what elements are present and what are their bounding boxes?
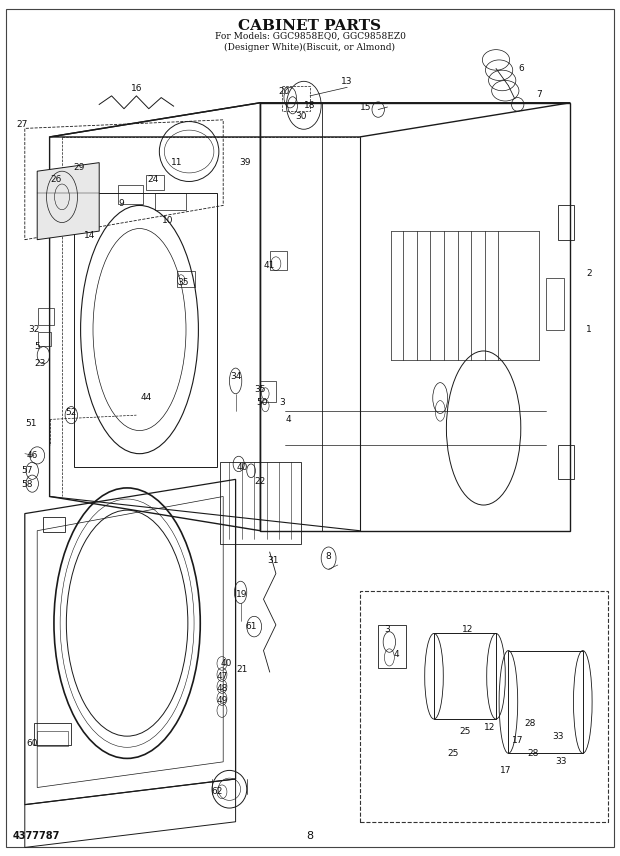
Text: For Models: GGC9858EQ0, GGC9858EZ0: For Models: GGC9858EQ0, GGC9858EZ0: [215, 32, 405, 41]
Text: 28: 28: [525, 719, 536, 728]
Text: 30: 30: [295, 112, 306, 121]
Text: 12: 12: [484, 723, 495, 732]
Text: 9: 9: [118, 199, 124, 208]
Text: 40: 40: [236, 463, 247, 472]
Bar: [146, 175, 164, 190]
Bar: [260, 381, 276, 402]
Text: 6: 6: [518, 64, 524, 73]
Text: 58: 58: [21, 480, 32, 489]
Text: 4377787: 4377787: [12, 830, 60, 841]
Text: 8: 8: [326, 552, 332, 561]
Bar: [378, 625, 406, 668]
Bar: [558, 205, 574, 240]
Text: 44: 44: [140, 393, 151, 401]
Text: 40: 40: [221, 659, 232, 668]
Text: 11: 11: [171, 158, 182, 167]
Text: 52: 52: [66, 408, 77, 417]
Text: 50: 50: [257, 398, 268, 407]
Bar: [38, 332, 51, 346]
Text: 25: 25: [459, 728, 471, 736]
Text: 26: 26: [50, 175, 61, 184]
Text: 22: 22: [255, 478, 266, 486]
Text: 33: 33: [552, 732, 564, 740]
Text: 25: 25: [447, 749, 458, 758]
Bar: [118, 185, 143, 204]
Text: 18: 18: [304, 101, 316, 110]
Text: 35: 35: [255, 385, 266, 394]
Text: 61: 61: [246, 622, 257, 631]
Text: 3: 3: [279, 398, 285, 407]
Text: 4: 4: [394, 651, 400, 659]
Text: 1: 1: [586, 325, 592, 334]
Text: 35: 35: [177, 278, 188, 287]
Text: 8: 8: [306, 830, 314, 841]
Text: 12: 12: [463, 625, 474, 633]
Text: 20: 20: [278, 87, 290, 96]
Text: 57: 57: [21, 467, 32, 475]
Bar: [43, 517, 65, 532]
Text: 46: 46: [27, 451, 38, 460]
Text: 23: 23: [35, 360, 46, 368]
Bar: [360, 591, 608, 822]
Bar: [74, 193, 217, 467]
Text: 7: 7: [536, 90, 542, 98]
Text: CABINET PARTS: CABINET PARTS: [239, 19, 381, 33]
Text: 17: 17: [500, 766, 511, 775]
Text: 13: 13: [342, 77, 353, 86]
Text: 3: 3: [384, 625, 391, 633]
Bar: [546, 278, 564, 330]
Bar: [37, 731, 68, 746]
Text: 32: 32: [29, 325, 40, 334]
Text: 10: 10: [162, 217, 173, 225]
Text: 29: 29: [74, 163, 85, 172]
Text: 16: 16: [131, 84, 142, 92]
Text: 17: 17: [512, 736, 523, 745]
Text: 19: 19: [236, 591, 247, 599]
Text: 15: 15: [360, 103, 371, 111]
Text: 34: 34: [230, 372, 241, 381]
Text: 62: 62: [211, 788, 223, 796]
Text: 31: 31: [267, 556, 278, 565]
Text: 47: 47: [216, 672, 228, 681]
Text: (Designer White)(Biscuit, or Almond): (Designer White)(Biscuit, or Almond): [224, 43, 396, 52]
Bar: [155, 193, 186, 210]
Text: 4: 4: [285, 415, 291, 424]
Polygon shape: [37, 163, 99, 240]
Text: 14: 14: [84, 231, 95, 240]
Text: 51: 51: [25, 419, 37, 428]
Bar: [34, 723, 71, 745]
Bar: [38, 308, 54, 325]
Text: 41: 41: [264, 261, 275, 270]
Bar: [270, 251, 287, 270]
Text: 33: 33: [556, 758, 567, 766]
Bar: [220, 462, 301, 544]
Bar: [558, 445, 574, 479]
Text: 27: 27: [16, 120, 27, 128]
Text: 39: 39: [239, 158, 250, 167]
Text: 24: 24: [148, 175, 159, 184]
Text: 49: 49: [216, 696, 228, 704]
Bar: [177, 271, 195, 287]
Text: 21: 21: [236, 665, 247, 674]
Text: 60: 60: [27, 739, 38, 747]
Text: 5: 5: [34, 342, 40, 351]
Text: 2: 2: [586, 270, 592, 278]
Text: 28: 28: [528, 749, 539, 758]
Text: 48: 48: [216, 684, 228, 693]
